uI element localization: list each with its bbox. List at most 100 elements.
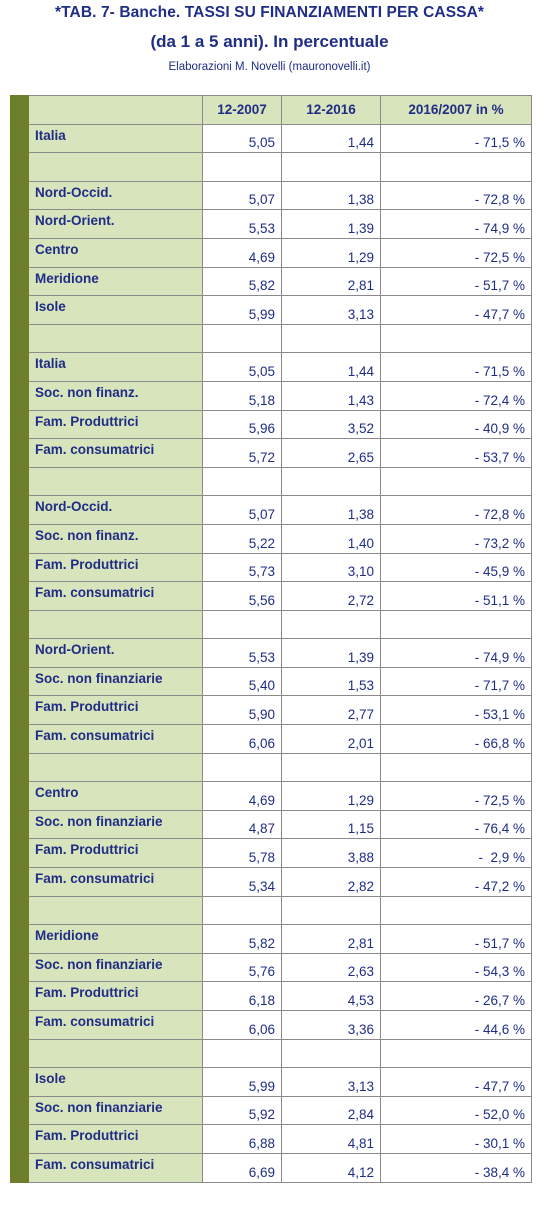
value-2016: 1,40: [281, 523, 381, 554]
value-2007: [202, 895, 282, 926]
value-2016: 1,44: [281, 352, 381, 382]
value-2016: 3,52: [281, 409, 381, 440]
side-bar: [10, 724, 29, 754]
row-label: [28, 609, 203, 640]
value-change: - 54,3 %: [380, 952, 532, 983]
row-label: Fam. consumatrici: [28, 581, 203, 611]
value-2016: 1,44: [281, 123, 381, 154]
value-2007: 5,22: [202, 523, 282, 554]
value-2007: 5,96: [202, 409, 282, 440]
value-change: - 53,7 %: [380, 438, 532, 468]
value-2007: 5,53: [202, 209, 282, 239]
side-bar: [10, 523, 29, 554]
value-2007: 5,34: [202, 867, 282, 897]
value-change: [380, 1038, 532, 1069]
value-change: [380, 323, 532, 354]
side-bar: [10, 781, 29, 811]
row-label: Soc. non finanziarie: [28, 809, 203, 840]
value-2016: 3,36: [281, 1010, 381, 1040]
side-bar: [10, 1038, 29, 1069]
value-2007: 5,78: [202, 838, 282, 869]
value-2007: [202, 1038, 282, 1069]
side-bar: [10, 295, 29, 325]
value-change: - 52,0 %: [380, 1095, 532, 1126]
value-change: - 73,2 %: [380, 523, 532, 554]
value-change: [380, 895, 532, 926]
value-2016: 1,39: [281, 638, 381, 668]
table-row: Centro 4,69 1,29- 72,5 %: [10, 781, 532, 811]
value-2016: 2,72: [281, 581, 381, 611]
table-row-blank: [10, 466, 532, 497]
table-header-row: 12-2007 12-2016 2016/2007 in %: [10, 95, 532, 125]
row-label: Meridione: [28, 266, 203, 297]
value-2007: 5,40: [202, 666, 282, 697]
value-change: - 47,2 %: [380, 867, 532, 897]
side-bar: [10, 752, 29, 783]
value-2007: 5,82: [202, 266, 282, 297]
value-2016: [281, 152, 381, 182]
value-2016: [281, 895, 381, 926]
side-bar: [10, 809, 29, 840]
table-row: Centro 4,69 1,29- 72,5 %: [10, 237, 532, 268]
table-row: Fam. Produttrici 5,78 3,88- 2,9 %: [10, 838, 532, 869]
value-change: - 71,5 %: [380, 352, 532, 382]
value-2016: 1,29: [281, 237, 381, 268]
table-row: Soc. non finanz. 5,18 1,43- 72,4 %: [10, 380, 532, 411]
row-label: Soc. non finanziarie: [28, 666, 203, 697]
row-label: Italia: [28, 352, 203, 382]
side-bar: [10, 95, 29, 125]
header-2007: 12-2007: [202, 95, 282, 125]
value-2016: 2,77: [281, 695, 381, 726]
value-2016: 4,81: [281, 1124, 381, 1154]
value-change: - 47,7 %: [380, 1067, 532, 1097]
row-label: [28, 1038, 203, 1069]
side-bar: [10, 266, 29, 297]
table-row: Soc. non finanz. 5,22 1,40- 73,2 %: [10, 523, 532, 554]
value-change: - 74,9 %: [380, 638, 532, 668]
side-bar: [10, 1124, 29, 1154]
table-row: Soc. non finanziarie 5,76 2,63- 54,3 %: [10, 952, 532, 983]
row-label: Isole: [28, 295, 203, 325]
side-bar: [10, 1095, 29, 1126]
table-row-blank: [10, 895, 532, 926]
side-bar: [10, 438, 29, 468]
value-2016: 2,81: [281, 924, 381, 954]
table-row: Meridione 5,82 2,81- 51,7 %: [10, 266, 532, 297]
value-2016: 2,01: [281, 724, 381, 754]
credit-line: Elaborazioni M. Novelli (mauronovelli.it…: [168, 61, 371, 73]
value-change: - 40,9 %: [380, 409, 532, 440]
row-label: Fam. consumatrici: [28, 1152, 203, 1183]
row-label: Soc. non finanziarie: [28, 1095, 203, 1126]
rates-table: 12-2007 12-2016 2016/2007 in % Italia 5,0…: [10, 95, 532, 1183]
side-bar: [10, 352, 29, 382]
side-bar: [10, 1067, 29, 1097]
value-change: [380, 466, 532, 497]
value-change: - 44,6 %: [380, 1010, 532, 1040]
value-2007: [202, 609, 282, 640]
value-change: - 76,4 %: [380, 809, 532, 840]
row-label: Fam. consumatrici: [28, 724, 203, 754]
table-row: Nord-Occid. 5,07 1,38- 72,8 %: [10, 180, 532, 211]
value-change: - 26,7 %: [380, 981, 532, 1011]
value-2007: 5,99: [202, 295, 282, 325]
value-2016: 1,38: [281, 495, 381, 525]
table-row: Isole 5,99 3,13- 47,7 %: [10, 1067, 532, 1097]
value-change: - 45,9 %: [380, 552, 532, 583]
value-change: - 38,4 %: [380, 1152, 532, 1183]
value-change: - 47,7 %: [380, 295, 532, 325]
value-2007: [202, 152, 282, 182]
value-2007: 5,05: [202, 352, 282, 382]
side-bar: [10, 466, 29, 497]
side-bar: [10, 1152, 29, 1183]
row-label: [28, 895, 203, 926]
value-2016: [281, 466, 381, 497]
row-label: Fam. consumatrici: [28, 867, 203, 897]
value-2016: [281, 323, 381, 354]
value-2016: 2,81: [281, 266, 381, 297]
side-bar: [10, 867, 29, 897]
side-bar: [10, 123, 29, 154]
row-label: Soc. non finanz.: [28, 380, 203, 411]
value-change: - 72,8 %: [380, 495, 532, 525]
table-row: Fam. Produttrici 5,90 2,77- 53,1 %: [10, 695, 532, 726]
side-bar: [10, 666, 29, 697]
